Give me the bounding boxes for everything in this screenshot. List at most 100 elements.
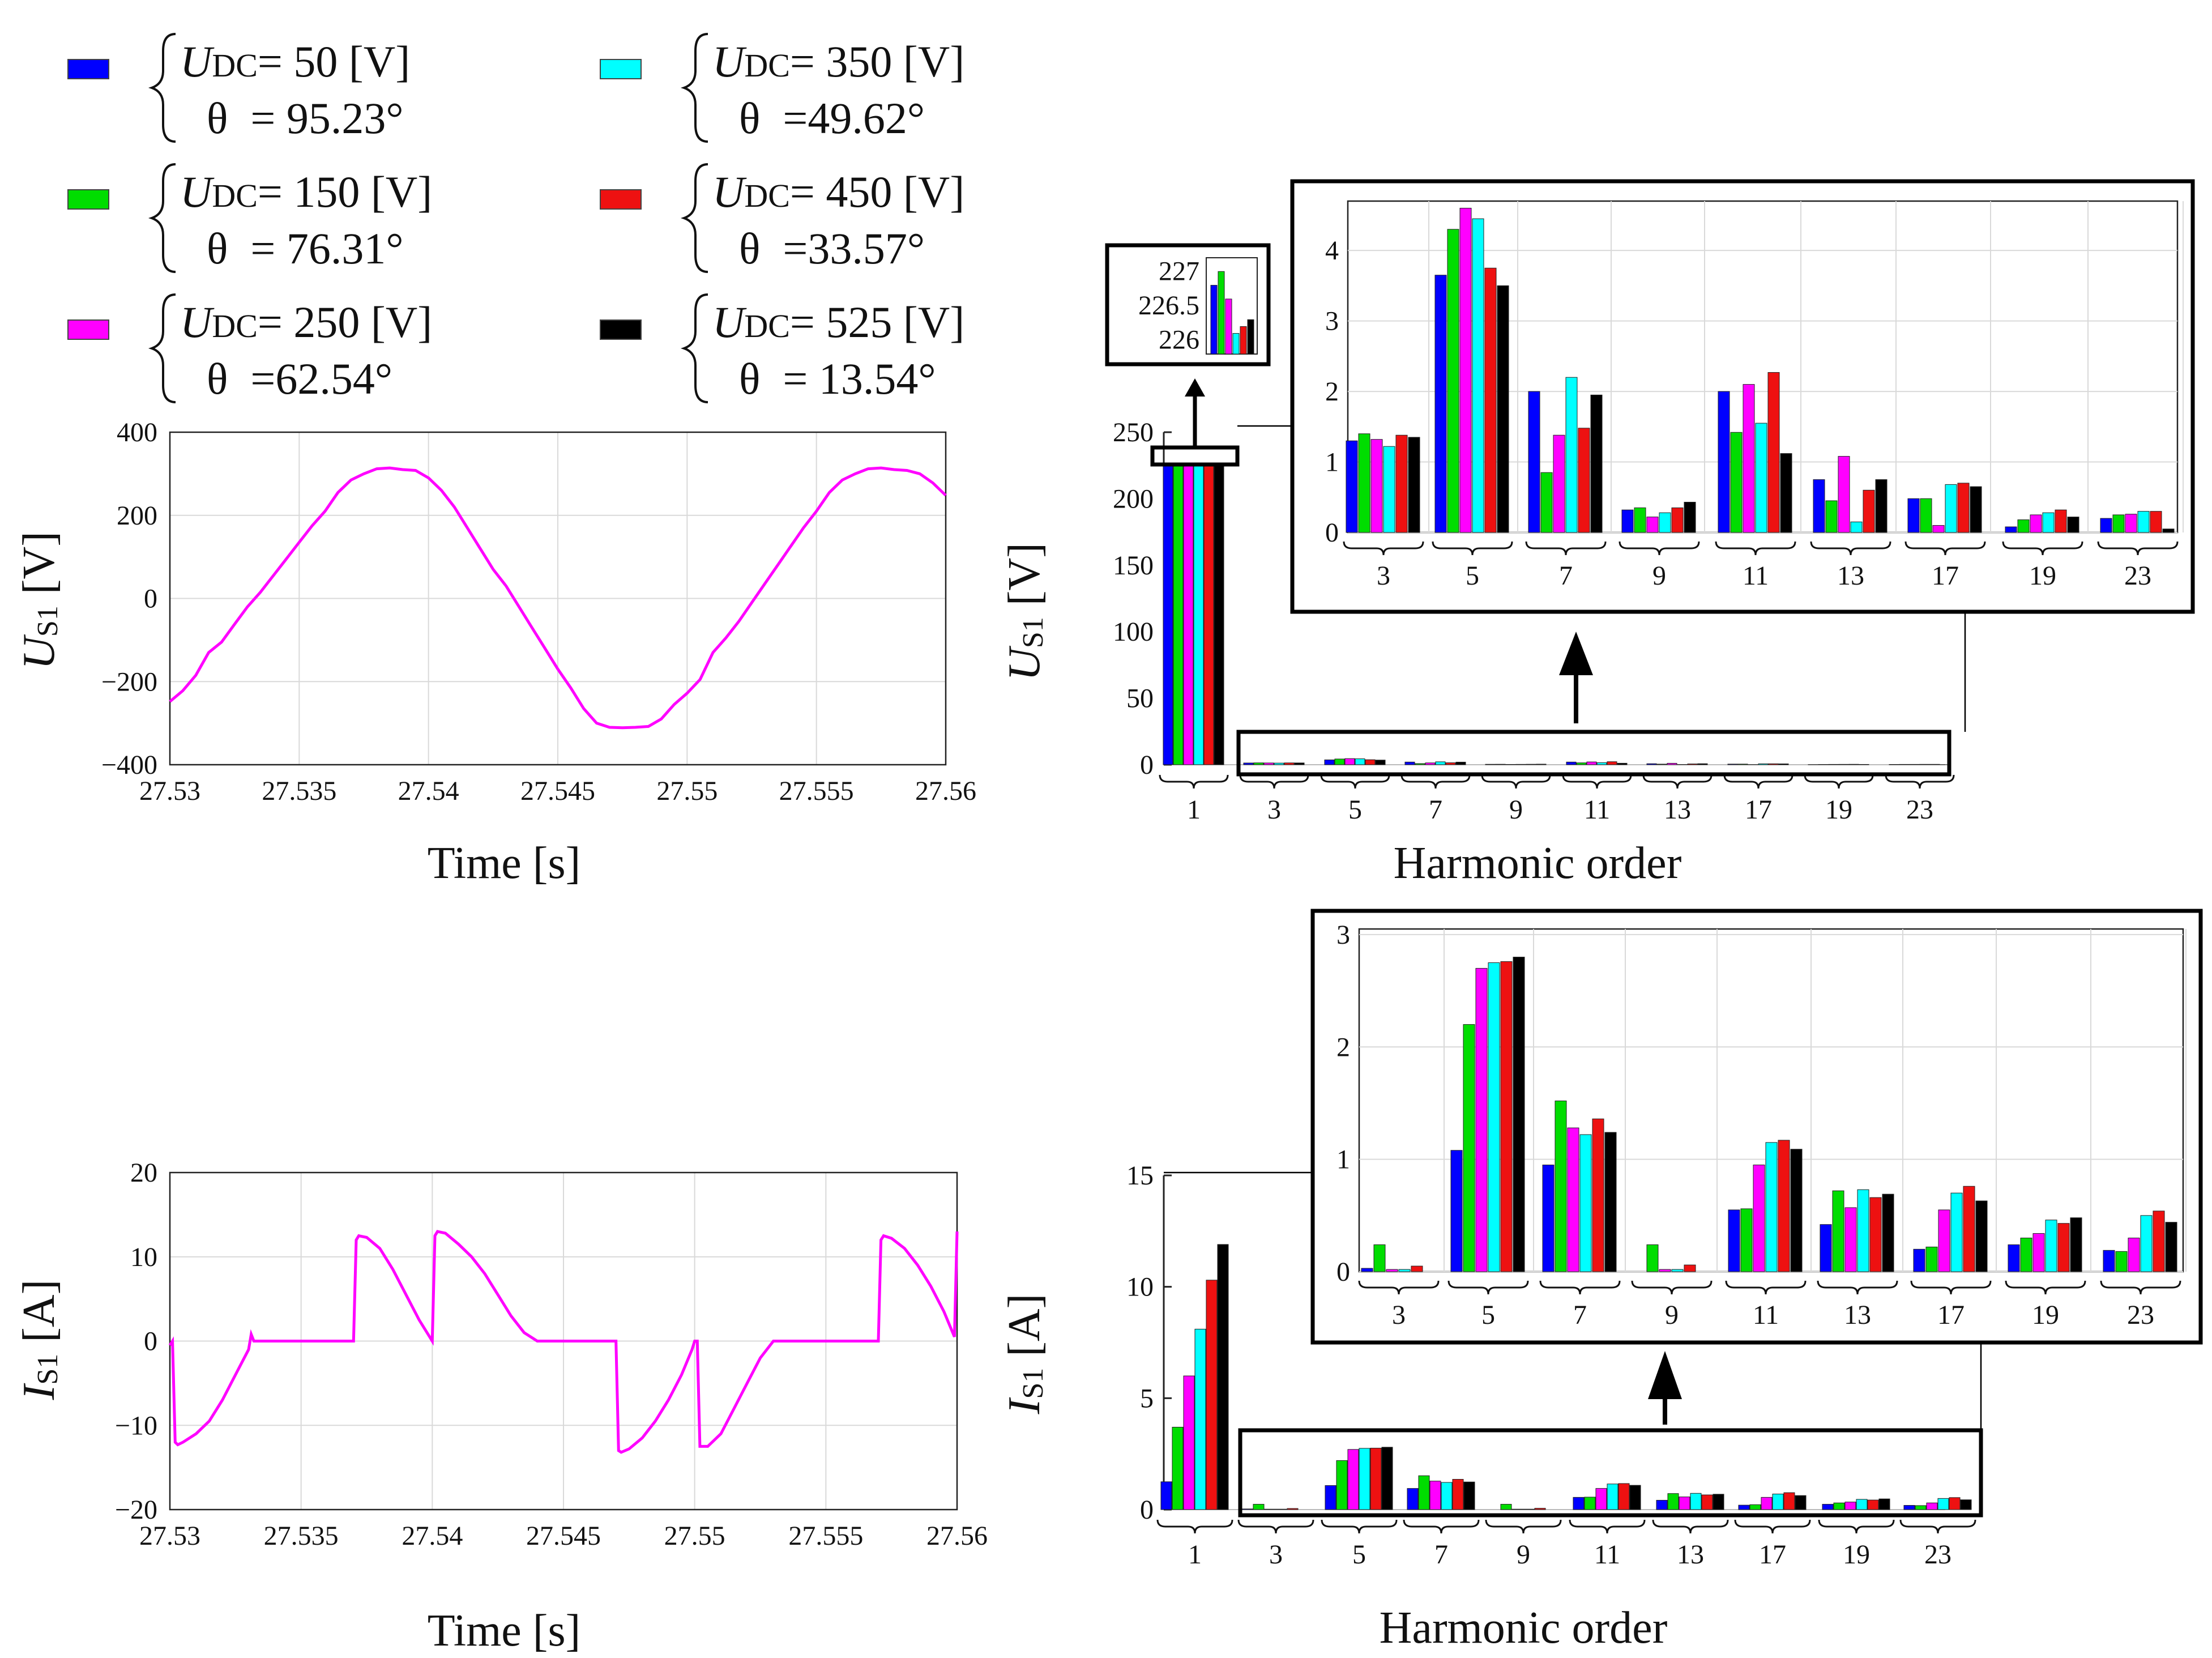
is1-time-ylabel: IS1 [A] bbox=[14, 1280, 64, 1401]
bar-h23-s4 bbox=[1929, 764, 1940, 765]
bar-h5-s5 bbox=[1375, 760, 1386, 765]
zoom-y-tick-label: 226 bbox=[1159, 325, 1199, 355]
inset-bar-h13-s1 bbox=[1825, 500, 1838, 533]
us1-harmonic-bars bbox=[1150, 445, 1951, 777]
inset-bar-h23-s0 bbox=[2100, 518, 2112, 533]
bar-h9-s1 bbox=[1495, 764, 1506, 765]
bar-h17-s0 bbox=[1738, 1504, 1750, 1510]
bar-h3-s1 bbox=[1253, 762, 1264, 765]
inset-bar-h11-s2 bbox=[1753, 1165, 1765, 1272]
inset-bar-h13-s2 bbox=[1844, 1207, 1857, 1272]
x-tick-label: 19 bbox=[1825, 795, 1852, 825]
inset-bar-h3-s2 bbox=[1386, 1269, 1398, 1272]
category-brace bbox=[1619, 541, 1700, 556]
inset-x-tick-label: 9 bbox=[1665, 1300, 1679, 1330]
bar-h11-s1 bbox=[1576, 762, 1587, 765]
inset-bar-h9-s5 bbox=[1684, 501, 1696, 533]
inset-bar-h19-s3 bbox=[2045, 1220, 2057, 1272]
inset-bar-h7-s2 bbox=[1567, 1127, 1579, 1272]
inset-bar-h23-s2 bbox=[2125, 514, 2137, 533]
x-tick-label: 27.545 bbox=[520, 776, 595, 806]
is1-time-axes-frame bbox=[169, 1171, 958, 1511]
y-tick-label: 0 bbox=[1140, 750, 1154, 780]
inset-y-tick-label: 3 bbox=[1325, 306, 1339, 336]
x-tick-label: 9 bbox=[1509, 795, 1523, 825]
bar-h7-s2 bbox=[1429, 1481, 1441, 1510]
bar-h11-s3 bbox=[1607, 1484, 1619, 1510]
legend-udc-symbol: U bbox=[180, 37, 215, 86]
bar-h1-s1 bbox=[1173, 462, 1184, 765]
legend-theta-symbol: θ bbox=[207, 224, 228, 273]
category-brace bbox=[1885, 774, 1955, 789]
bar-h19-s4 bbox=[1848, 764, 1859, 765]
category-brace bbox=[1910, 1280, 1992, 1295]
bar-h9-s4 bbox=[1534, 1508, 1546, 1510]
category-brace bbox=[1539, 1280, 1621, 1295]
bar-h11-s2 bbox=[1595, 1488, 1607, 1510]
category-brace bbox=[1481, 774, 1551, 789]
inset-bar-h17-s4 bbox=[1963, 1186, 1975, 1272]
legend-udc-1: UDC= 150 [V] bbox=[180, 167, 432, 216]
legend-udc-subscript: DC bbox=[744, 177, 790, 214]
y-tick-label: 250 bbox=[1113, 417, 1154, 447]
inset-bar-h5-s3 bbox=[1472, 218, 1484, 533]
x-tick-label: 3 bbox=[1267, 795, 1281, 825]
inset-bar-h9-s0 bbox=[1621, 509, 1634, 533]
inset-bar-h17-s0 bbox=[1913, 1248, 1925, 1272]
inset-bar-h19-s0 bbox=[2008, 1244, 2020, 1272]
bar-h13-s0 bbox=[1646, 763, 1657, 765]
inset-bar-h9-s4 bbox=[1671, 507, 1684, 533]
inset-bar-h17-s4 bbox=[1957, 483, 1970, 533]
legend-theta-value: =62.54° bbox=[250, 354, 392, 403]
legend-udc-value: = 150 [V] bbox=[258, 167, 432, 216]
y-tick-label: 15 bbox=[1126, 1161, 1154, 1191]
bar-h9-s3 bbox=[1515, 764, 1526, 765]
x-tick-label: 27.545 bbox=[526, 1521, 601, 1551]
bar-h3-s4 bbox=[1287, 1508, 1299, 1510]
inset-outer-box bbox=[1290, 179, 2195, 614]
bar-h11-s5 bbox=[1617, 762, 1628, 765]
bar-h7-s5 bbox=[1463, 1481, 1475, 1510]
bar-h9-s3 bbox=[1523, 1508, 1535, 1510]
us1-time-grid bbox=[169, 432, 946, 765]
bar-h7-s4 bbox=[1445, 762, 1456, 765]
legend-theta-symbol: θ bbox=[739, 224, 760, 273]
bar-h17-s1 bbox=[1737, 764, 1748, 765]
category-brace bbox=[1400, 774, 1471, 789]
category-brace bbox=[1320, 774, 1390, 789]
category-brace bbox=[1321, 1519, 1398, 1534]
category-brace bbox=[2097, 541, 2179, 556]
zoom-bar-s4 bbox=[1240, 326, 1247, 355]
inset-bar-h5-s2 bbox=[1475, 967, 1488, 1272]
bar-h7-s2 bbox=[1425, 762, 1436, 765]
zoom-bar-s1 bbox=[1218, 271, 1225, 355]
inset-bar-h17-s3 bbox=[1950, 1192, 1963, 1272]
legend-udc-value: = 450 [V] bbox=[790, 167, 964, 216]
x-tick-label: 13 bbox=[1664, 795, 1691, 825]
bar-h7-s0 bbox=[1404, 761, 1415, 765]
inset-bar-h9-s2 bbox=[1646, 517, 1659, 533]
x-tick-label: 27.53 bbox=[139, 776, 200, 806]
x-tick-label: 27.56 bbox=[915, 776, 976, 806]
fundamental-highlight-box bbox=[1150, 445, 1240, 467]
bar-h19-s3 bbox=[1838, 764, 1849, 765]
category-brace bbox=[1723, 774, 1793, 789]
inset-bar-h5-s4 bbox=[1500, 961, 1513, 1272]
legend-brace-3 bbox=[680, 33, 708, 143]
inset-bar-h23-s3 bbox=[2140, 1215, 2153, 1272]
category-brace bbox=[1358, 1280, 1440, 1295]
bar-h9-s1 bbox=[1500, 1504, 1512, 1510]
category-brace bbox=[1818, 1519, 1895, 1534]
legend-theta-value: = 76.31° bbox=[250, 224, 403, 273]
bar-h17-s2 bbox=[1761, 1497, 1773, 1510]
bar-h23-s2 bbox=[1926, 1502, 1938, 1510]
inset-arrow-head bbox=[1648, 1351, 1682, 1399]
inset-bar-h17-s5 bbox=[1975, 1200, 1988, 1272]
inset-bar-h9-s4 bbox=[1684, 1264, 1696, 1272]
inset-bar-h7-s3 bbox=[1565, 377, 1578, 533]
inset-bar-h5-s0 bbox=[1450, 1150, 1463, 1272]
legend-udc-value: = 50 [V] bbox=[258, 37, 410, 86]
inset-bar-h9-s3 bbox=[1671, 1269, 1684, 1272]
